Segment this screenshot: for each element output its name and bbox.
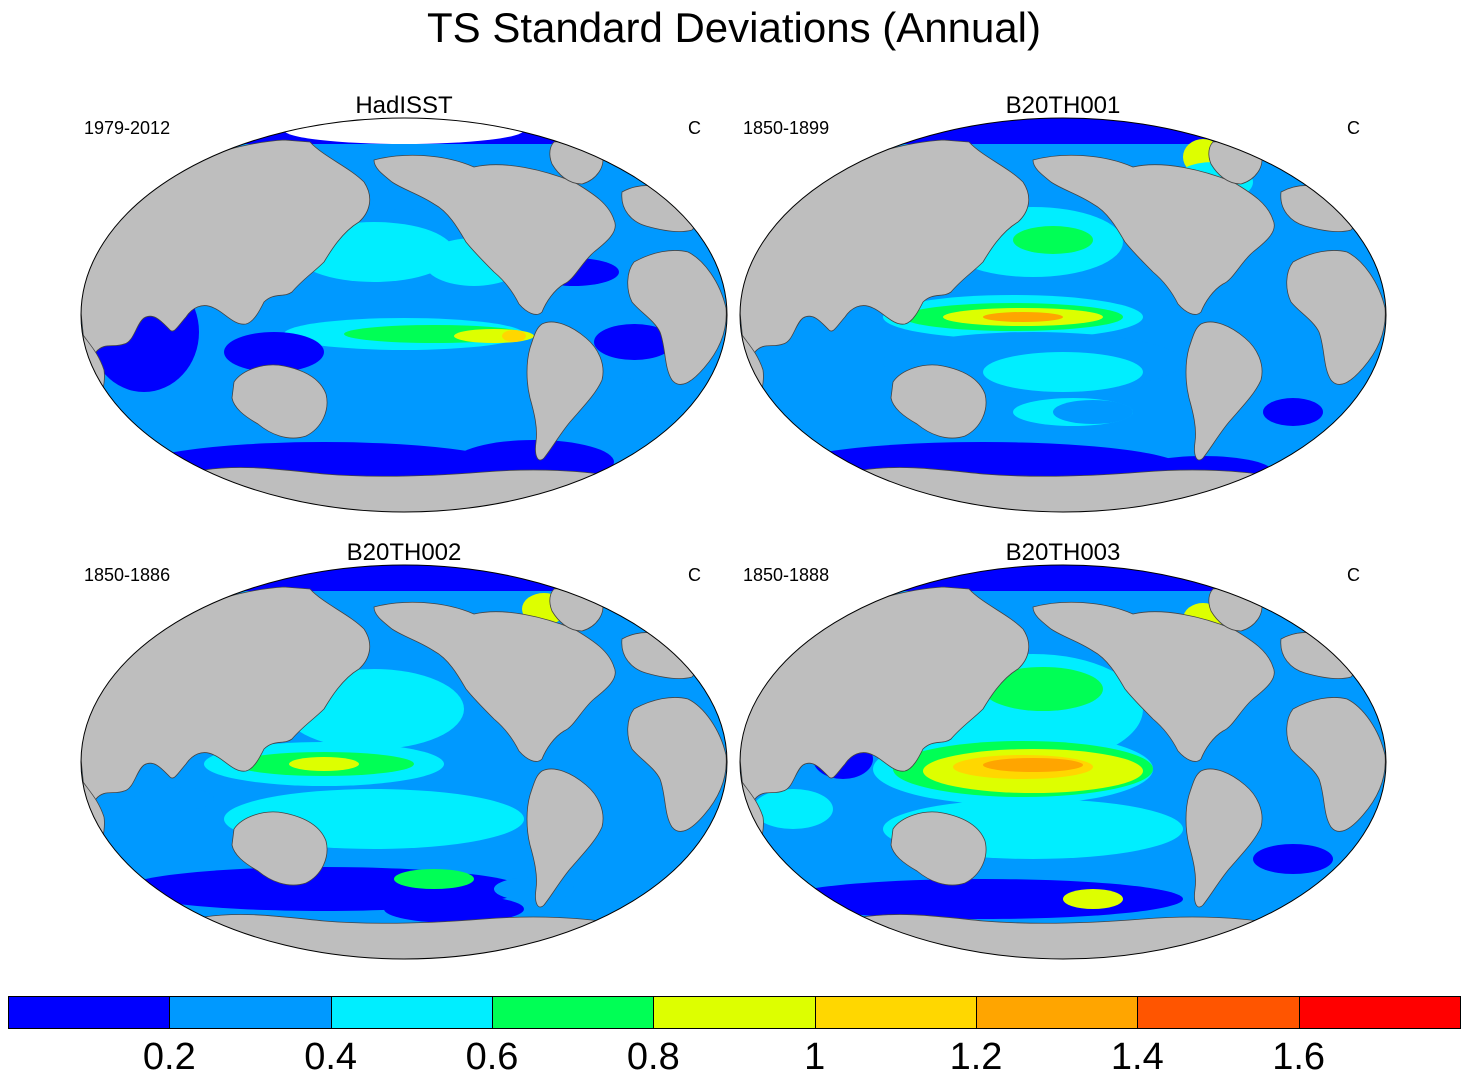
- land-mass: [627, 250, 727, 385]
- contour-region: [983, 312, 1063, 322]
- colorbar-tick-label: 0.2: [142, 1036, 196, 1078]
- map-border: [739, 117, 1387, 513]
- contour-region: [983, 352, 1143, 392]
- colorbar-tick-label: 0.6: [465, 1036, 519, 1078]
- colorbar-swatch: [653, 996, 816, 1029]
- land-mass: [740, 586, 1030, 802]
- contour-region: [1053, 400, 1133, 424]
- contour-region: [1253, 844, 1333, 874]
- panel-title: B20TH002: [346, 539, 462, 566]
- map-border: [80, 564, 728, 960]
- colorbar-tick-label: 1: [804, 1036, 826, 1078]
- colorbar-swatch: [1137, 996, 1300, 1029]
- missing-data-region: [284, 118, 524, 144]
- contour-region: [753, 789, 833, 829]
- map-panel-hadisst: HadISST 1979-2012 C: [74, 92, 734, 522]
- ocean-field: [740, 565, 1386, 959]
- land-mass: [740, 139, 1030, 355]
- world-map: [80, 117, 728, 513]
- panel-title: HadISST: [355, 92, 453, 119]
- world-map: [739, 117, 1387, 513]
- colorbar-tick-label: 1.4: [1110, 1036, 1164, 1078]
- land-mass: [373, 154, 616, 315]
- contour-region: [1263, 398, 1323, 426]
- map-panel-b20th003: B20TH003 1850-1888 C: [733, 539, 1393, 969]
- land-mass: [373, 601, 616, 762]
- colorbar-swatch: [330, 996, 493, 1029]
- arctic-band: [81, 565, 727, 591]
- panel-units-label: C: [1347, 565, 1360, 585]
- arctic-band: [740, 565, 1386, 591]
- ocean-field: [81, 118, 727, 512]
- colorbar-swatch: [169, 996, 332, 1029]
- land-mass: [526, 768, 604, 908]
- panel-period-label: 1850-1886: [84, 565, 171, 585]
- main-title: TS Standard Deviations (Annual): [427, 4, 1041, 51]
- contour-region: [1063, 889, 1123, 909]
- contour-region: [394, 869, 474, 889]
- panel-period-label: 1850-1899: [743, 118, 830, 138]
- panel-period-label: 1979-2012: [84, 118, 171, 138]
- colorbar-swatch: [1298, 996, 1461, 1029]
- arctic-band: [740, 118, 1386, 144]
- panel-period-label: 1850-1888: [743, 565, 830, 585]
- panel-title: B20TH003: [1005, 539, 1121, 566]
- map-panel-b20th002: B20TH002 1850-1886 C: [74, 539, 734, 969]
- colorbar-tick-label: 1.2: [949, 1036, 1003, 1078]
- colorbar-tick-label: 1.6: [1272, 1036, 1326, 1078]
- land-mass: [526, 321, 604, 461]
- contour-region: [502, 330, 526, 342]
- contour-region: [594, 324, 674, 360]
- contour-region: [783, 879, 1183, 919]
- land-mass: [1286, 250, 1386, 385]
- contour-region: [134, 787, 214, 811]
- contour-region: [384, 895, 524, 923]
- ocean-field: [740, 118, 1386, 512]
- colorbar-tick-label: 0.4: [304, 1036, 358, 1078]
- contour-region: [224, 332, 324, 372]
- world-map: [80, 564, 728, 960]
- colorbar-swatch: [814, 996, 977, 1029]
- contour-region: [494, 877, 574, 901]
- panel-units-label: C: [1347, 118, 1360, 138]
- contour-region: [289, 757, 359, 771]
- colorbar-swatch: [976, 996, 1139, 1029]
- land-mass: [231, 811, 328, 886]
- colorbar-swatch: [492, 996, 655, 1029]
- panel-units-label: C: [688, 118, 701, 138]
- contour-region: [983, 758, 1083, 772]
- land-mass: [1185, 768, 1263, 908]
- world-map: [739, 564, 1387, 960]
- land-mass: [1185, 321, 1263, 461]
- map-panel-b20th001: B20TH001 1850-1899 C: [733, 92, 1393, 522]
- map-border: [80, 117, 728, 513]
- colorbar-swatch: [8, 996, 171, 1029]
- contour-region: [1013, 226, 1093, 254]
- ocean-field: [81, 565, 727, 959]
- land-mass: [231, 364, 328, 439]
- land-mass: [81, 139, 371, 355]
- panel-units-label: C: [688, 565, 701, 585]
- map-border: [739, 564, 1387, 960]
- land-mass: [890, 364, 987, 439]
- land-mass: [627, 697, 727, 832]
- land-mass: [81, 586, 371, 802]
- land-mass: [1032, 601, 1275, 762]
- land-mass: [1286, 697, 1386, 832]
- contour-region: [983, 667, 1103, 711]
- land-mass: [1032, 154, 1275, 315]
- land-mass: [890, 811, 987, 886]
- colorbar: [8, 996, 1461, 1031]
- colorbar-tick-label: 0.8: [626, 1036, 680, 1078]
- panel-title: B20TH001: [1005, 92, 1121, 119]
